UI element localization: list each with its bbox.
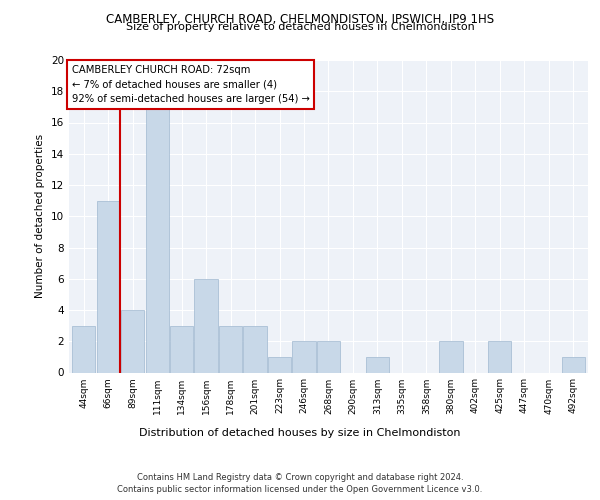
- Bar: [292, 341, 316, 372]
- Bar: [194, 279, 218, 372]
- Bar: [97, 200, 120, 372]
- Text: Distribution of detached houses by size in Chelmondiston: Distribution of detached houses by size …: [139, 428, 461, 438]
- Text: CAMBERLEY, CHURCH ROAD, CHELMONDISTON, IPSWICH, IP9 1HS: CAMBERLEY, CHURCH ROAD, CHELMONDISTON, I…: [106, 12, 494, 26]
- Text: Contains HM Land Registry data © Crown copyright and database right 2024.: Contains HM Land Registry data © Crown c…: [137, 472, 463, 482]
- Bar: [439, 341, 463, 372]
- Bar: [244, 326, 266, 372]
- Text: Size of property relative to detached houses in Chelmondiston: Size of property relative to detached ho…: [125, 22, 475, 32]
- Bar: [562, 357, 585, 372]
- Bar: [366, 357, 389, 372]
- Bar: [488, 341, 511, 372]
- Bar: [146, 107, 169, 372]
- Bar: [72, 326, 95, 372]
- Bar: [170, 326, 193, 372]
- Bar: [219, 326, 242, 372]
- Y-axis label: Number of detached properties: Number of detached properties: [35, 134, 46, 298]
- Text: Contains public sector information licensed under the Open Government Licence v3: Contains public sector information licen…: [118, 485, 482, 494]
- Bar: [268, 357, 291, 372]
- Bar: [121, 310, 144, 372]
- Bar: [317, 341, 340, 372]
- Text: CAMBERLEY CHURCH ROAD: 72sqm
← 7% of detached houses are smaller (4)
92% of semi: CAMBERLEY CHURCH ROAD: 72sqm ← 7% of det…: [71, 64, 310, 104]
